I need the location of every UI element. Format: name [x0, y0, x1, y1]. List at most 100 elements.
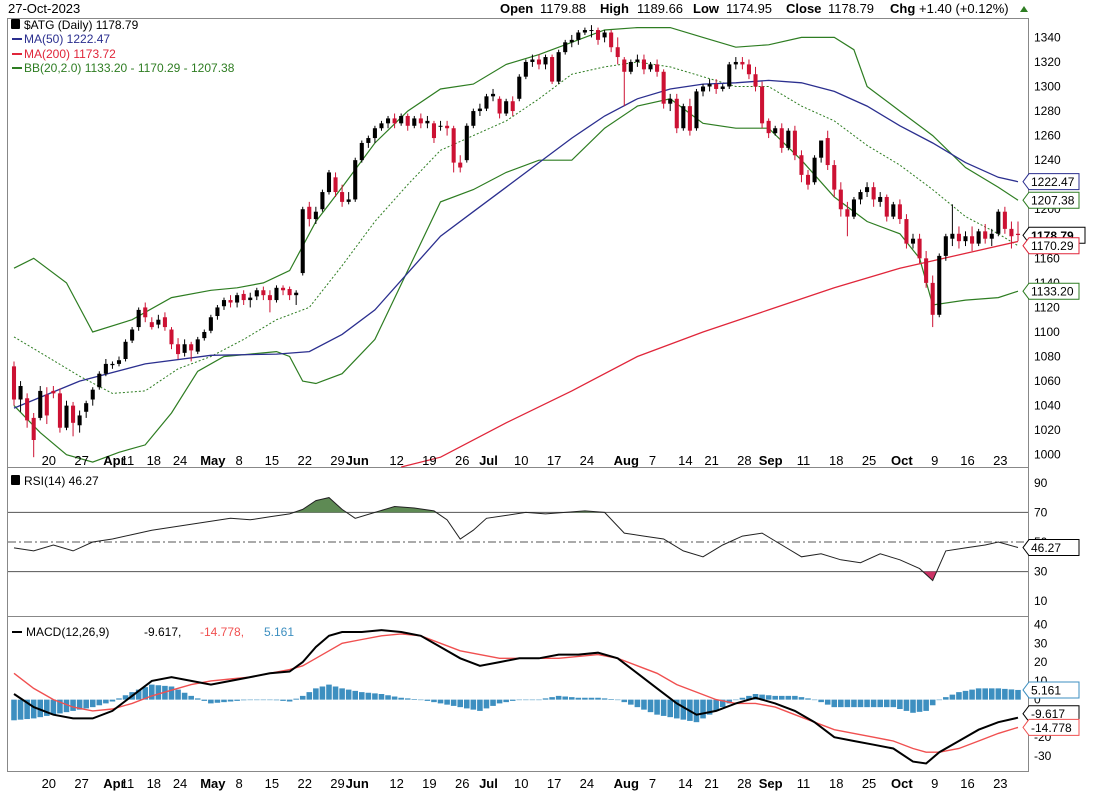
candle [477, 103, 482, 116]
x-tick-label-bottom: 11 [121, 776, 135, 791]
price-value-tag-text: 1133.20 [1031, 285, 1074, 299]
candle-body [477, 108, 482, 112]
price-value-tag-box [1022, 282, 1080, 300]
x-tick-label-bottom: 23 [993, 776, 1007, 791]
candle [917, 233, 922, 264]
macd-hist-bar [103, 699, 109, 704]
rsi-line [13, 497, 1019, 582]
candle-body [733, 61, 738, 65]
candle [976, 228, 981, 247]
macd-hist-bar [30, 699, 37, 719]
x-tick-label-bottom: May [200, 776, 226, 791]
macd-hist-bar [50, 699, 57, 715]
rsi-value-tag-text: 46.27 [1031, 541, 1061, 555]
x-tick-label-top: 18 [147, 453, 161, 468]
macd-hist-bar [523, 699, 529, 701]
macd-hist-bar [667, 699, 673, 718]
candle [851, 196, 856, 220]
candle [602, 30, 607, 43]
macd-hist-bar [457, 699, 464, 708]
candle [845, 201, 850, 237]
price-tick-label: 1080 [1034, 350, 1061, 364]
macd-hist-bar [621, 699, 628, 703]
candle [353, 157, 358, 202]
candle [635, 54, 640, 67]
macd-hist-bar [490, 699, 496, 706]
macd-hist-bar [562, 696, 569, 700]
macd-hist-bar [109, 699, 116, 702]
macd-hist-bar [805, 698, 811, 700]
bb-upper-line [13, 27, 1019, 333]
candle [484, 93, 489, 112]
candle [11, 361, 17, 406]
x-tick-label-top: 15 [265, 453, 279, 468]
macd-hist-bar [201, 699, 208, 701]
candle-body [484, 96, 489, 109]
ma50-legend: MA(50) 1222.47 [24, 32, 110, 46]
candle-body [760, 86, 765, 124]
candle [451, 125, 456, 173]
macd-hist-bar [17, 699, 24, 720]
candle [1009, 221, 1014, 249]
macd-hist-bar [995, 688, 1002, 700]
candle-body [989, 233, 994, 239]
x-tick-label-bottom: Aug [614, 776, 639, 791]
candle [668, 93, 673, 112]
candle [44, 387, 49, 425]
candle [405, 113, 410, 131]
x-tick-label-top: 27 [74, 453, 88, 468]
price-tick-label: 1000 [1034, 448, 1061, 462]
candle [25, 393, 30, 428]
candle [655, 59, 660, 77]
candle-body [838, 189, 843, 210]
x-tick-label-bottom: 10 [514, 776, 528, 791]
macd-hist-bar [240, 699, 247, 701]
candle [202, 329, 207, 341]
candle [235, 292, 240, 308]
price-tick-label: 1060 [1034, 374, 1061, 388]
x-axis: 20202727AprApr111118182424MayMay88151522… [42, 453, 1008, 791]
candle-body [615, 47, 620, 58]
candle-body [950, 233, 955, 239]
price-tick-label: 1100 [1034, 325, 1060, 339]
price-tick-label: 1020 [1034, 423, 1061, 437]
candle [261, 286, 266, 301]
candle [700, 84, 706, 97]
candle [1002, 206, 1007, 234]
macd-hist-bar [135, 689, 142, 700]
candle-body [635, 59, 640, 62]
macd-hist-bar [208, 699, 214, 704]
candle [576, 30, 581, 45]
candle [858, 189, 863, 205]
macd-hist-bar [634, 699, 641, 708]
x-tick-label-bottom: 21 [704, 776, 718, 791]
x-tick-label-top: 19 [422, 453, 436, 468]
x-tick-label-top: Sep [759, 453, 783, 468]
macd-hist-bar [838, 699, 844, 708]
candle-body [582, 30, 587, 33]
candle [897, 199, 902, 224]
candle [294, 290, 299, 305]
macd-hist-bar [463, 699, 470, 709]
macd-hist-bar [214, 699, 221, 703]
macd-hist-bar [431, 699, 437, 703]
rsi-legend-text: RSI(14) 46.27 [24, 474, 99, 488]
macd-hist-bar [306, 692, 313, 700]
candle [57, 388, 62, 433]
candle-body [609, 32, 614, 48]
macd-hist-bar [503, 699, 509, 703]
candle-body [274, 287, 279, 301]
candle-body [661, 71, 666, 104]
macd-hist-bar [267, 699, 273, 701]
candle-body [530, 59, 535, 62]
x-tick-label-top: 24 [173, 453, 187, 468]
candle [543, 54, 548, 70]
candle-body [294, 292, 299, 296]
x-tick-label-bottom: 26 [455, 776, 469, 791]
rsi-legend: RSI(14) 46.27 [11, 474, 99, 488]
candle-body [536, 59, 542, 65]
macd-hist-bar [660, 699, 667, 716]
candle-body [891, 204, 896, 217]
candle [878, 192, 883, 207]
x-tick-label-top: 11 [797, 453, 811, 468]
